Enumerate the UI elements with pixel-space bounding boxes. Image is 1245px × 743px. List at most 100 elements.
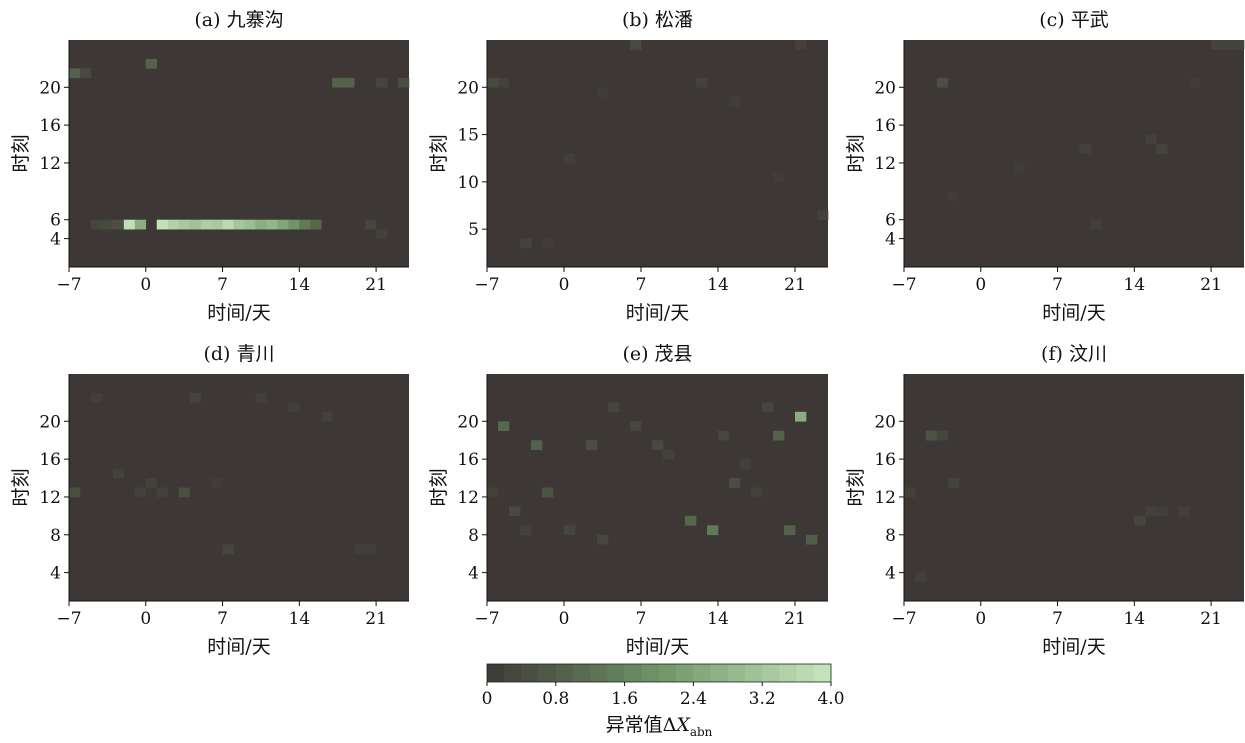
panel-title: (e) 茂县 — [622, 343, 692, 365]
heatmap-cell — [947, 478, 960, 488]
x-tick-label: 21 — [365, 609, 387, 629]
colorbar-label-var: X — [674, 714, 691, 736]
x-tick-label: −7 — [56, 609, 81, 629]
colorbar-tick-label: 0.8 — [542, 689, 569, 709]
heatmap-cell — [597, 87, 609, 98]
x-tick-label: −7 — [474, 275, 499, 295]
heatmap-cell — [266, 219, 278, 230]
heatmap-cell — [398, 77, 410, 88]
heatmap-cell — [542, 238, 554, 249]
heatmap-cell — [178, 487, 190, 498]
colorbar-segment — [504, 664, 522, 682]
heatmap-cell — [200, 219, 212, 230]
x-axis-label: 时间/天 — [207, 302, 270, 324]
y-axis-label: 时刻 — [10, 468, 32, 506]
heatmap-cell — [1090, 219, 1102, 230]
heatmap-cell — [509, 506, 521, 517]
x-tick-label: −7 — [891, 609, 916, 629]
heatmap-cell — [531, 440, 543, 450]
x-axis-label: 时间/天 — [626, 636, 689, 658]
heatmap-background — [904, 40, 1244, 267]
heatmap-cell — [1156, 506, 1168, 517]
x-tick-label: 0 — [559, 275, 570, 295]
x-tick-label: 0 — [975, 609, 986, 629]
colorbar-tick-label: 3.2 — [749, 689, 776, 709]
x-axis-label: 时间/天 — [1042, 636, 1105, 658]
x-tick-label: 14 — [1124, 275, 1146, 295]
colorbar-label-sub: abn — [690, 725, 713, 739]
heatmap-cell — [696, 77, 708, 88]
panel-title: (d) 青川 — [203, 343, 274, 365]
y-tick-label: 20 — [457, 78, 479, 98]
y-tick-label: 4 — [50, 230, 61, 250]
colorbar: 0 0.8 1.6 2.4 3.2 4.0 异常值ΔXabn — [482, 663, 845, 739]
y-tick-label: 5 — [468, 220, 479, 240]
heatmap-cell — [729, 96, 741, 107]
heatmap-cell — [332, 77, 344, 88]
heatmap-cell — [167, 219, 179, 230]
x-axis-label: 时间/天 — [1042, 302, 1105, 324]
y-tick-label: 4 — [468, 564, 479, 584]
x-tick-label: 21 — [784, 609, 806, 629]
y-tick-label: 8 — [885, 526, 896, 546]
y-tick-label: 16 — [874, 116, 896, 136]
colorbar-segment — [487, 664, 505, 682]
heatmap-cell — [222, 544, 234, 555]
heatmap-cell — [773, 430, 785, 441]
heatmap-cell — [795, 40, 807, 50]
x-tick-label: −7 — [56, 275, 81, 295]
heatmap-cell — [608, 402, 620, 413]
colorbar-tick-label: 1.6 — [611, 689, 638, 709]
y-tick-label: 8 — [468, 526, 479, 546]
y-tick-label: 20 — [874, 412, 896, 432]
heatmap-cell — [564, 525, 576, 536]
colorbar-segment — [762, 664, 780, 682]
y-axis-label: 时刻 — [845, 134, 867, 172]
heatmap-cell — [586, 440, 598, 450]
heatmap-background — [69, 40, 409, 267]
heatmap-cell — [718, 430, 730, 441]
x-axis-label: 时间/天 — [626, 302, 689, 324]
heatmap-cell — [936, 77, 949, 88]
y-tick-label: 16 — [874, 450, 896, 470]
x-tick-label: 21 — [1200, 609, 1222, 629]
y-tick-label: 20 — [39, 412, 61, 432]
heatmap-cell — [652, 440, 664, 450]
y-tick-label: 8 — [50, 526, 61, 546]
x-tick-label: 21 — [1200, 275, 1222, 295]
heatmap-cell — [707, 525, 719, 536]
x-tick-label: 7 — [217, 609, 228, 629]
y-axis-label: 时刻 — [428, 468, 450, 506]
colorbar-frame — [486, 663, 832, 683]
y-tick-label: 20 — [457, 412, 479, 432]
heatmap-cell — [189, 219, 201, 230]
colorbar-segment — [779, 664, 797, 682]
x-tick-label: −7 — [891, 275, 916, 295]
x-tick-label: 0 — [559, 609, 570, 629]
x-tick-label: 14 — [707, 275, 729, 295]
heatmap-cell — [178, 219, 190, 230]
heatmap-cell — [222, 219, 234, 230]
heatmap-cell — [112, 468, 125, 479]
colorbar-segment — [555, 664, 574, 682]
y-tick-label: 6 — [885, 211, 896, 231]
heatmap-cell — [211, 478, 223, 488]
heatmap-cell — [1145, 134, 1157, 145]
heatmap-cell — [564, 153, 576, 164]
heatmap-cell — [156, 487, 169, 498]
heatmap-cell — [597, 534, 609, 545]
heatmap-cell — [1134, 515, 1146, 526]
heatmap-cell — [487, 487, 499, 498]
heatmap-cell — [288, 402, 300, 413]
y-axis-label: 时刻 — [845, 468, 867, 506]
heatmap-cell — [630, 421, 642, 432]
heatmap-cell — [189, 392, 201, 403]
heatmap-background — [904, 374, 1244, 601]
y-tick-label: 12 — [39, 154, 61, 174]
heatmap-cell — [773, 172, 785, 183]
heatmap-cell — [498, 77, 510, 88]
panel-title: (a) 九寨沟 — [194, 9, 283, 31]
heatmap-background — [69, 374, 409, 601]
